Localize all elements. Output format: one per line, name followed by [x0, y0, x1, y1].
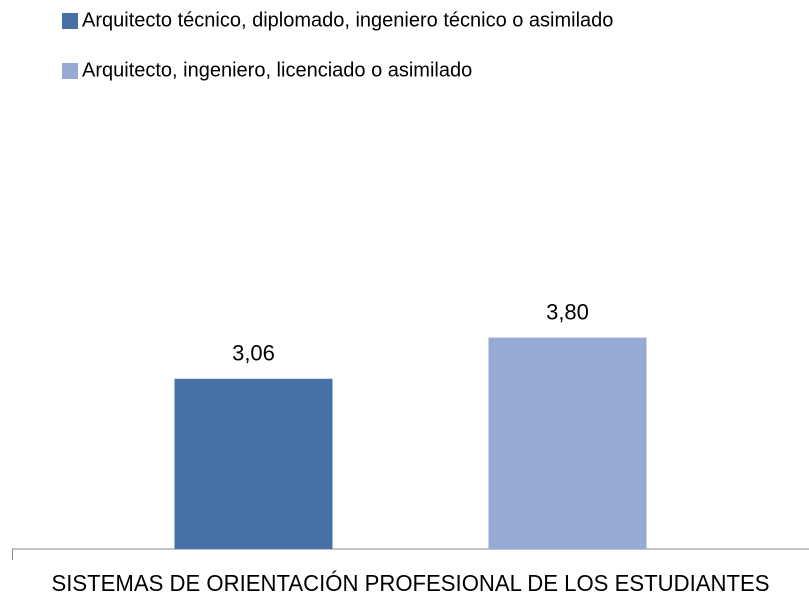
data-label: 3,06 [232, 341, 275, 366]
legend-label: Arquitecto, ingeniero, licenciado o asim… [82, 59, 472, 81]
bar [488, 337, 647, 549]
legend-swatch [62, 13, 78, 29]
legend-swatch [62, 63, 78, 79]
legend-label: Arquitecto técnico, diplomado, ingeniero… [82, 9, 613, 31]
bar [174, 378, 333, 549]
data-label: 3,80 [546, 299, 589, 324]
x-tick-label: SISTEMAS DE ORIENTACIÓN PROFESIONAL DE L… [52, 570, 770, 596]
